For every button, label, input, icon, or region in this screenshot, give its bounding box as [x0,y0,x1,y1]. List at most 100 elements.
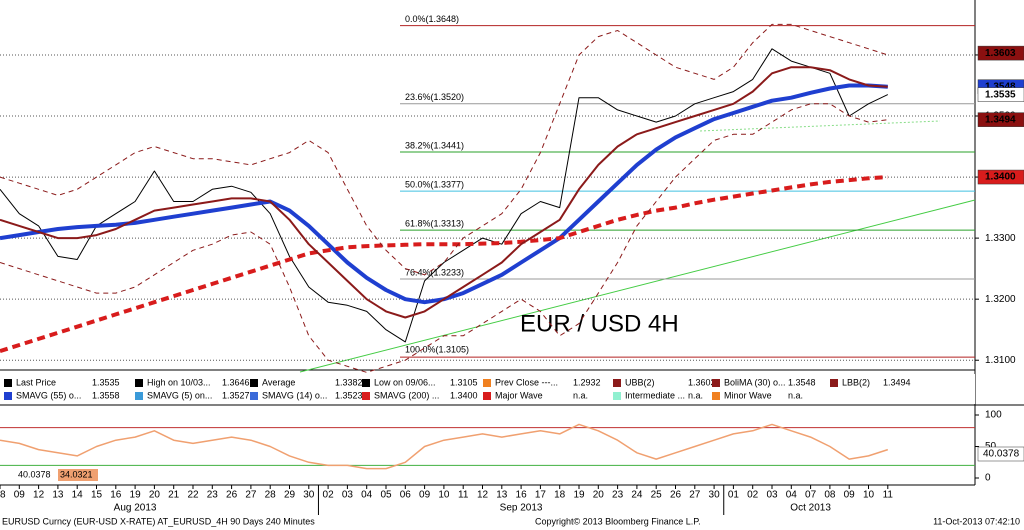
osc-tick-label: 0 [985,473,991,484]
month-label: Sep 2013 [500,503,543,514]
x-tick-label: 04 [361,490,373,501]
x-tick-label: 23 [207,490,219,501]
legend-swatch [250,392,258,400]
x-tick-label: 05 [380,490,392,501]
series-line [0,423,889,470]
x-tick-label: 11 [458,490,469,501]
legend-swatch [135,392,143,400]
x-tick-label: 17 [535,490,547,501]
fib-label: 38.2%(1.3441) [405,140,464,150]
x-tick-label: 13 [496,490,508,501]
osc-tick-label: 50 [985,441,997,452]
legend-value: 1.3400 [450,390,478,400]
legend-value: n.a. [788,390,803,400]
x-tick-label: 13 [52,490,64,501]
osc-right-tag-label: 40.0378 [983,449,1020,460]
x-tick-label: 09 [844,490,856,501]
series-line [0,48,889,343]
legend-value: 1.3535 [92,377,120,387]
legend-label: SMAVG (55) o... [16,390,81,400]
x-tick-label: 04 [786,490,798,501]
month-label: Oct 2013 [790,503,831,514]
x-tick-label: 12 [33,490,45,501]
price-tag-label: 1.3535 [985,89,1016,100]
fib-label: 50.0%(1.3377) [405,179,464,189]
x-tick-label: 03 [342,490,354,501]
legend-value: n.a. [688,390,703,400]
osc-tag-label: 40.0378 [18,469,51,479]
x-tick-label: 25 [651,490,663,501]
x-tick-label: 12 [477,490,489,501]
legend-label: Major Wave [495,390,543,400]
legend-swatch [613,392,621,400]
x-tick-label: 30 [303,490,315,501]
price-tag [977,45,1024,61]
x-tick-label: 26 [670,490,682,501]
footer-left: EURUSD Curncy (EUR-USD X-RATE) AT_EURUSD… [2,516,315,526]
x-tick-label: 07 [805,490,817,501]
legend-swatch [712,379,720,387]
osc-tag [16,469,56,481]
x-tick-label: 10 [438,490,450,501]
x-tick-label: 27 [245,490,257,501]
x-tick-label: 09 [419,490,431,501]
price-tag [977,87,1024,102]
legend-label: Low on 09/06... [374,377,436,387]
legend-swatch [483,392,491,400]
x-tick-label: 08 [0,490,6,501]
x-tick-label: 18 [554,490,566,501]
x-tick-label: 14 [72,490,84,501]
footer-center: Copyright© 2013 Bloomberg Finance L.P. [535,516,701,526]
legend-label: BoliMA (30) o... [724,377,786,387]
x-tick-label: 02 [747,490,759,501]
legend-value: 1.3527 [222,390,250,400]
legend-swatch [712,392,720,400]
price-tag [977,169,1024,185]
legend-swatch [613,379,621,387]
x-tick-label: 11 [883,490,894,501]
x-tick-label: 15 [91,490,103,501]
legend-label: High on 10/03... [147,377,211,387]
x-tick-label: 29 [284,490,296,501]
legend-value: 1.3646 [222,377,250,387]
series-line [0,103,888,373]
fib-label: 23.6%(1.3520) [405,92,464,102]
price-tag-label: 1.3603 [985,48,1016,59]
y-tick-label: 1.3300 [985,233,1016,244]
x-tick-label: 08 [824,490,836,501]
annotation: EUR / USD 4H [520,310,679,337]
legend-value: 1.3105 [450,377,478,387]
price-tag-label: 1.3548 [985,81,1016,92]
price-tag [977,112,1024,127]
x-tick-label: 20 [593,490,605,501]
x-tick-label: 30 [709,490,721,501]
legend-swatch [830,379,838,387]
legend-label: Average [262,377,295,387]
legend-label: SMAVG (14) o... [262,390,327,400]
x-tick-label: 28 [265,490,277,501]
legend-value: 1.3548 [788,377,816,387]
legend-swatch [4,392,12,400]
legend-value: 1.3603 [688,377,716,387]
trend-line [699,120,941,132]
fib-label: 76.4%(1.3233) [405,267,464,277]
x-tick-label: 22 [187,490,199,501]
legend-swatch [483,379,491,387]
legend-label: Minor Wave [724,390,772,400]
fib-label: 0.0%(1.3648) [405,14,459,24]
x-tick-label: 26 [226,490,238,501]
x-tick-label: 06 [400,490,412,501]
y-tick-label: 1.3100 [985,355,1016,366]
legend-swatch [362,379,370,387]
x-tick-label: 02 [323,490,335,501]
fib-label: 100.0%(1.3105) [405,345,469,355]
series-line [0,23,888,276]
x-tick-label: 24 [631,490,643,501]
x-tick-label: 27 [689,490,701,501]
legend-swatch [362,392,370,400]
x-tick-label: 16 [516,490,528,501]
osc-tick-label: 100 [985,410,1002,421]
x-tick-label: 09 [14,490,26,501]
legend-label: Last Price [16,377,56,387]
